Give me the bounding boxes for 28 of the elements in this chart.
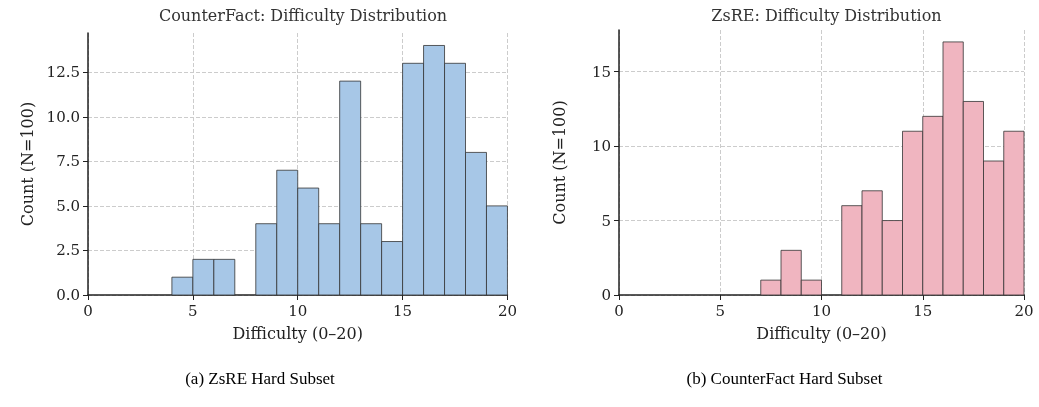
y-tick-label: 5.0 <box>56 196 80 215</box>
x-axis-title: Difficulty (0–20) <box>756 323 887 343</box>
y-tick-label: 5 <box>601 211 611 230</box>
y-axis-title: Count (N=100) <box>18 101 38 227</box>
y-tick-label: 15 <box>591 62 611 81</box>
x-tick-label: 10 <box>811 301 832 320</box>
y-tick-label: 10 <box>591 137 611 156</box>
x-tick-label: 15 <box>393 301 413 320</box>
text: (b) CounterFact Hard Subset <box>686 369 883 388</box>
y-tick-label: 0.0 <box>56 286 80 304</box>
chart-title: ZsRE: Difficulty Distribution <box>711 5 942 25</box>
x-tick-label: 10 <box>288 301 308 320</box>
x-tick-label: 20 <box>1014 301 1034 320</box>
x-axis-title: Difficulty (0–20) <box>232 323 363 343</box>
x-tick-label: 5 <box>188 301 198 320</box>
y-tick-label: 10.0 <box>46 107 80 126</box>
x-tick-label: 5 <box>715 301 726 320</box>
chart-title: CounterFact: Difficulty Distribution <box>158 5 448 25</box>
x-tick-label: 15 <box>913 301 933 320</box>
x-tick-label: 20 <box>497 301 517 320</box>
x-tick-label: 0 <box>614 301 624 320</box>
x-tick-label: 0 <box>83 301 93 320</box>
y-tick-label: 12.5 <box>46 63 80 82</box>
y-tick-label: 2.5 <box>56 241 80 260</box>
y-axis-title: Count (N=100) <box>549 100 569 225</box>
text: (a) ZsRE Hard Subset <box>185 369 336 388</box>
y-tick-label: 0 <box>601 286 611 304</box>
y-tick-label: 7.5 <box>56 152 80 171</box>
